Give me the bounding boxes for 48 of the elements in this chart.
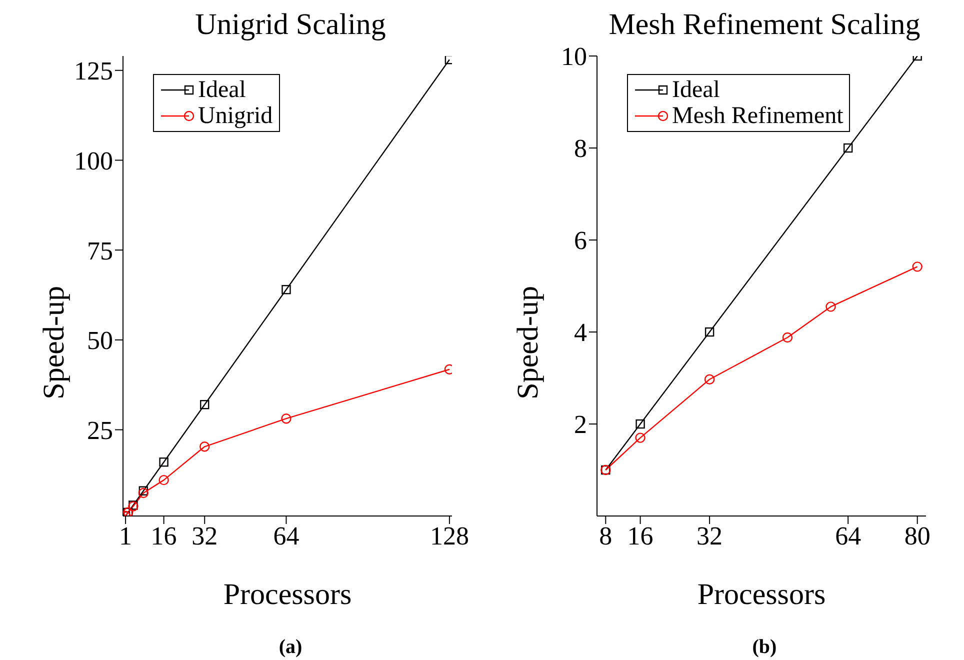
x-axis-title: Processors xyxy=(223,578,352,611)
point xyxy=(826,302,836,312)
chart-title: Mesh Refinement Scaling xyxy=(608,8,920,41)
point xyxy=(159,457,168,467)
y-tick-label: 50 xyxy=(87,326,113,356)
x-tick-label: 80 xyxy=(904,521,930,550)
y-tick-label: 2 xyxy=(574,410,587,440)
x-tick-label: 8 xyxy=(599,521,612,550)
legend-label: Unigrid xyxy=(198,103,273,129)
x-tick-label: 16 xyxy=(627,521,654,550)
point xyxy=(138,488,149,498)
point xyxy=(158,474,169,486)
point xyxy=(281,414,292,424)
point xyxy=(704,327,714,337)
x-tick-label: 1 xyxy=(119,521,132,550)
chart-title: Unigrid Scaling xyxy=(194,8,387,43)
point xyxy=(636,419,645,429)
x-tick-label: 64 xyxy=(273,521,300,550)
y-tick-label: 4 xyxy=(574,318,587,348)
y-tick-label: 25 xyxy=(87,416,113,445)
point xyxy=(200,442,210,452)
point xyxy=(138,486,148,496)
y-tick-label: 100 xyxy=(74,146,113,176)
x-tick-label: 16 xyxy=(150,521,177,550)
point xyxy=(912,262,922,272)
y-tick-label: 125 xyxy=(74,56,113,86)
x-tick-label: 32 xyxy=(696,521,723,550)
y-tick-label: 75 xyxy=(87,236,113,266)
point xyxy=(704,374,715,384)
x-tick-label: 128 xyxy=(430,521,469,550)
point xyxy=(635,432,646,443)
y-axis-title: Speed-up xyxy=(512,286,545,400)
legend-label: Ideal xyxy=(198,77,246,103)
legend-label: Ideal xyxy=(672,77,720,103)
y-tick-label: 6 xyxy=(574,226,587,256)
x-tick-label: 32 xyxy=(192,521,218,550)
y-tick-label: 8 xyxy=(574,134,587,164)
x-tick-label: 64 xyxy=(835,521,862,550)
point xyxy=(282,284,291,294)
legend-label: Mesh Refinement xyxy=(672,103,844,129)
y-tick-label: 10 xyxy=(561,42,587,72)
point xyxy=(782,332,793,343)
text: (a) xyxy=(278,636,304,659)
point xyxy=(200,400,210,410)
x-axis-title: Processors xyxy=(697,578,826,611)
text: (b) xyxy=(751,636,778,659)
point xyxy=(843,143,853,153)
y-axis-title: Speed-up xyxy=(38,286,71,400)
